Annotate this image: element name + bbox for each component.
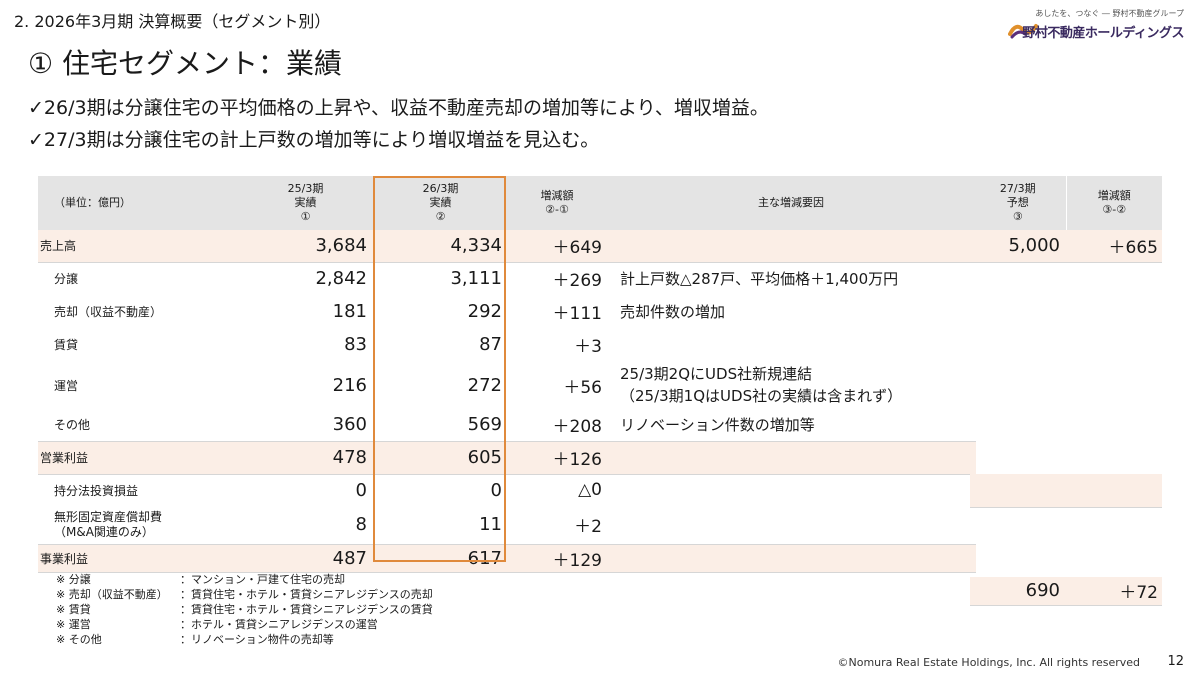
section-title: 2. 2026年3月期 決算概要（セグメント別） xyxy=(14,12,331,31)
header-fy27-forecast: 27/3期 予想 ③ xyxy=(970,176,1067,230)
value-fy26: 292 xyxy=(467,301,502,322)
value-fy25: 487 xyxy=(238,544,373,572)
logo-name: 野村不動産ホールディングス xyxy=(1022,26,1184,41)
change-factor xyxy=(606,230,976,262)
value-fy26: 272 xyxy=(467,374,502,396)
row-label: 分譲 xyxy=(54,272,79,287)
value-fy25: 3,684 xyxy=(238,230,373,262)
change-factor xyxy=(606,506,976,544)
forecast-table: 27/3期 予想 ③ 増減額 ③-② 5,000 ＋665 690 ＋72 xyxy=(970,176,1162,606)
change-factor: 売却件数の増加 xyxy=(620,302,726,321)
value-fy26: 617 xyxy=(373,544,508,572)
table-header-row: （単位：億円） 25/3期 実績 ① 26/3期 実績 ② 増減額 ②-① 主な増減要因 xyxy=(38,176,976,230)
table-row: 5,000 ＋665 xyxy=(970,230,1162,262)
row-label: 無形固定資産償却費 （M&A関連のみ） xyxy=(54,509,163,539)
footnote: ※ 売却（収益不動産） ：賃貸住宅・ホテル・賃貸シニアレジデンスの売却 xyxy=(56,588,433,601)
row-label: 営業利益 xyxy=(38,441,238,474)
value-change: ＋2 xyxy=(574,517,602,538)
summary-bullet: ✓26/3期は分譲住宅の平均価格の上昇や、収益不動産売却の増加等により、増収増益… xyxy=(28,97,769,119)
table-row: その他 360 569 ＋208 リノベーション件数の増加等 xyxy=(38,409,976,441)
row-label: 運営 xyxy=(54,378,79,393)
value-fy26: 569 xyxy=(467,414,502,436)
table-row: 持分法投資損益 0 0 △0 xyxy=(38,474,976,506)
summary-bullet: ✓27/3期は分譲住宅の計上戸数の増加等により増収増益を見込む。 xyxy=(28,129,600,151)
row-label: 賃貸 xyxy=(54,338,79,352)
footnote: ※ その他 ：リノベーション物件の売却等 xyxy=(56,633,334,646)
header-fy26-actual: 26/3期 実績 ② xyxy=(373,176,508,230)
page-title: ① 住宅セグメント：業績 xyxy=(28,47,343,80)
copyright: ©Nomura Real Estate Holdings, Inc. All r… xyxy=(837,656,1141,669)
row-label: その他 xyxy=(54,418,91,433)
change-factor: 25/3期2QにUDS社新規連結 （25/3期1QはUDS社の実績は含まれず） xyxy=(620,365,903,405)
table-row: 売却（収益不動産） 181 292 ＋111 売却件数の増加 xyxy=(38,295,976,328)
change-factor xyxy=(606,328,976,361)
change-factor: リノベーション件数の増加等 xyxy=(620,415,815,434)
value-fy27: 5,000 xyxy=(970,230,1066,262)
value-change: △0 xyxy=(578,480,602,501)
footnotes: ※ 分譲 ：マンション・戸建て住宅の売却 ※ 売却（収益不動産） ：賃貸住宅・ホテル… xyxy=(56,572,433,647)
value-fy25: 181 xyxy=(332,301,367,322)
table-row: 分譲 2,842 3,111 ＋269 計上戸数△287戸、平均価格＋1,400… xyxy=(38,262,976,295)
value-change: ＋3 xyxy=(574,337,602,357)
footnote: ※ 分譲 ：マンション・戸建て住宅の売却 xyxy=(56,573,345,586)
value-change: ＋208 xyxy=(552,417,602,438)
results-table: （単位：億円） 25/3期 実績 ① 26/3期 実績 ② 増減額 ②-① 主な増減要因 … xyxy=(38,176,976,573)
row-label: 事業利益 xyxy=(38,544,238,572)
table-row: 賃貸 83 87 ＋3 xyxy=(38,328,976,361)
value-fy27: 690 xyxy=(970,577,1066,605)
value-change: ＋111 xyxy=(552,304,602,324)
value-fy25: 2,842 xyxy=(315,268,367,290)
value-fy25: 216 xyxy=(332,374,367,396)
header-forecast-change: 増減額 ③-② xyxy=(1066,176,1162,230)
table-row: 売上高 3,684 4,334 ＋649 xyxy=(38,230,976,262)
change-factor xyxy=(606,441,976,474)
logo-tagline: あしたを、つなぐ ― 野村不動産グループ xyxy=(1035,9,1184,18)
table-row: 無形固定資産償却費 （M&A関連のみ） 8 11 ＋2 xyxy=(38,506,976,544)
value-fy25: 360 xyxy=(332,414,367,436)
header-factors: 主な増減要因 xyxy=(606,176,976,230)
value-fy26: 3,111 xyxy=(450,268,502,290)
company-logo: あしたを、つなぐ ― 野村不動産グループ 野村不動産ホールディングス xyxy=(994,8,1184,44)
value-fy26: 605 xyxy=(373,441,508,474)
table-row: 運営 216 272 ＋56 25/3期2QにUDS社新規連結 （25/3期1Qは… xyxy=(38,361,976,409)
value-fy26: 11 xyxy=(479,514,502,536)
value-change: ＋129 xyxy=(508,544,606,572)
table-row: 事業利益 487 617 ＋129 xyxy=(38,544,976,572)
value-change: ＋56 xyxy=(563,377,602,398)
table-header-row: 27/3期 予想 ③ 増減額 ③-② xyxy=(970,176,1162,230)
page-number: 12 xyxy=(1167,654,1184,669)
value-fy26: 0 xyxy=(490,479,502,501)
row-label: 売却（収益不動産） xyxy=(54,305,163,319)
value-change: ＋649 xyxy=(508,230,606,262)
footnote: ※ 賃貸 ：賃貸住宅・ホテル・賃貸シニアレジデンスの賃貸 xyxy=(56,603,433,616)
change-factor xyxy=(606,544,976,572)
change-factor: 計上戸数△287戸、平均価格＋1,400万円 xyxy=(620,269,899,288)
summary-bullets: ✓26/3期は分譲住宅の平均価格の上昇や、収益不動産売却の増加等により、増収増益… xyxy=(28,92,769,156)
footnote: ※ 運営 ：ホテル・賃貸シニアレジデンスの運営 xyxy=(56,618,378,631)
logo-mark-icon xyxy=(1008,24,1038,39)
value-change: ＋126 xyxy=(508,441,606,474)
row-label: 売上高 xyxy=(38,230,238,262)
value-fy25: 83 xyxy=(344,334,367,355)
value-fy26: 87 xyxy=(479,334,502,355)
header-change: 増減額 ②-① xyxy=(508,176,606,230)
change-factor xyxy=(606,474,976,506)
value-fy25: 0 xyxy=(355,479,367,501)
value-fy25: 8 xyxy=(355,514,367,536)
value-fy26: 4,334 xyxy=(373,230,508,262)
value-forecast-change: ＋72 xyxy=(1066,577,1162,605)
value-forecast-change: ＋665 xyxy=(1066,230,1162,262)
row-label: 持分法投資損益 xyxy=(54,483,139,498)
value-fy25: 478 xyxy=(238,441,373,474)
unit-label: （単位：億円） xyxy=(38,176,238,230)
table-row: 690 ＋72 xyxy=(970,577,1162,605)
table-row: 営業利益 478 605 ＋126 xyxy=(38,441,976,474)
value-change: ＋269 xyxy=(552,271,602,292)
header-fy25-actual: 25/3期 実績 ① xyxy=(238,176,373,230)
